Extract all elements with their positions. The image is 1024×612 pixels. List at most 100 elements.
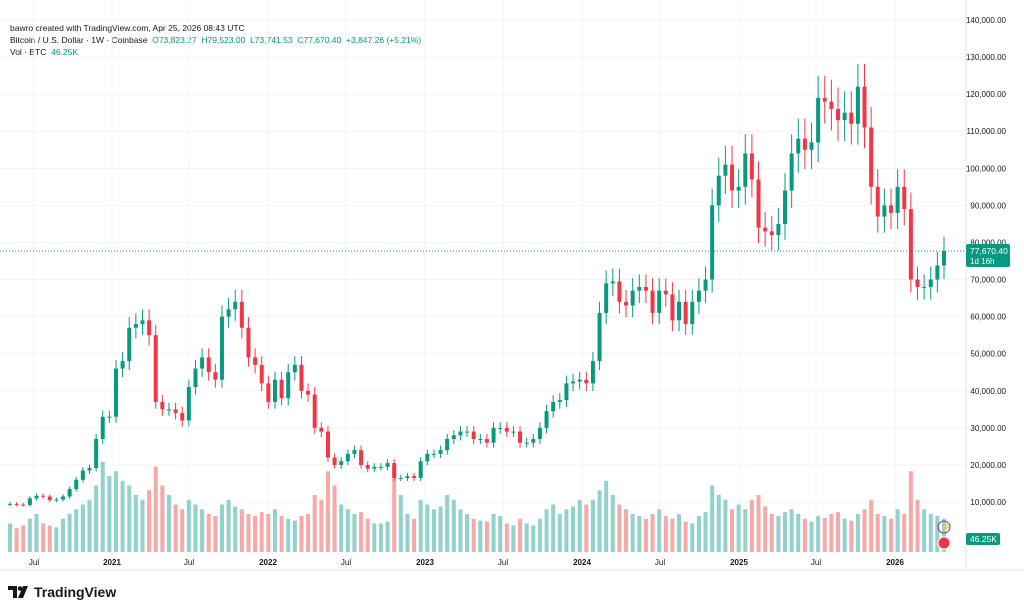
volume-bar [498,515,503,552]
volume-bar [895,509,900,552]
volume-badge-value: 46.25K [970,534,997,544]
symbol-title: Bitcoin / U.S. Dollar · 1W · Coinbase [10,35,148,45]
volume-bar [836,512,841,552]
volume-bar [458,509,463,552]
volume-bar [312,495,317,552]
volume-bar [849,520,854,552]
candle-body [359,450,364,465]
us-flag-event-icon[interactable] [937,536,951,550]
volume-bar [445,495,450,552]
y-tick-label: 100,000.00 [966,164,1007,173]
volume-bar [94,485,99,552]
volume-bar [544,509,549,552]
volume-bar [478,520,483,552]
candle-body [511,431,516,433]
candle-body [478,439,483,441]
volume-bar [306,514,311,552]
volume-bar [643,518,648,552]
volume-bar [239,509,244,552]
volume-bar [723,499,728,552]
y-tick-label: 70,000.00 [970,276,1006,285]
candle-body [855,86,860,124]
tradingview-logo[interactable]: TradingView [8,584,116,600]
candle-body [915,279,920,287]
volume-bar [902,514,907,552]
volume-bar [842,518,847,552]
volume-bar [816,515,821,552]
volume-value: 46.25K [51,47,79,57]
candle-body [339,461,344,465]
candle-body [816,97,821,143]
y-tick-label: 40,000.00 [970,387,1006,396]
volume-bar [551,504,556,552]
volume-bar [630,514,635,552]
volume-bar [272,509,277,552]
logo-text: TradingView [34,584,117,600]
x-tick-label: Jul [184,558,194,567]
volume-bar [537,518,542,552]
candle-body [259,364,264,384]
volume-bar [352,514,357,552]
volume-bar [730,509,735,552]
volume-bar [451,499,456,552]
candle-body [27,498,32,506]
x-tick-label: 2023 [416,558,434,567]
candle-body [590,361,595,384]
y-tick-label: 120,000.00 [966,90,1007,99]
candle-body [306,390,311,395]
volume-bar [557,514,562,552]
candle-body [365,464,370,469]
volume-bar [889,518,894,552]
volume-bar [915,499,920,552]
candle-body [504,427,509,432]
candle-body [147,320,152,336]
volume-bar [617,504,622,552]
volume-bar [60,518,65,552]
volume-bar [696,515,701,552]
volume-bar [796,514,801,552]
candle-body [213,372,218,380]
candle-body [180,413,185,421]
candle-body [849,112,854,124]
candle-body [279,379,284,399]
volume-bar [127,485,132,552]
candle-body [763,227,768,232]
volume-bar [571,506,576,552]
volume-bar [385,521,390,552]
candle-body [730,164,735,191]
lightning-event-icon[interactable] [937,520,951,534]
x-tick-label: Jul [498,558,508,567]
candle-body [809,142,814,150]
volume-bar [670,518,675,552]
candle-body [47,496,52,501]
candle-body [889,205,894,213]
candle-body [133,324,138,328]
volume-bar [253,515,258,552]
volume-bar [590,499,595,552]
candle-body [266,383,271,402]
volume-bar [749,499,754,552]
candle-body [431,453,436,455]
candle-body [226,309,231,317]
candle-body [551,401,556,412]
volume-bar [650,514,655,552]
candle-body [233,301,238,310]
y-tick-label: 80,000.00 [970,238,1006,247]
volume-bar [776,515,781,552]
volume-bar [743,509,748,552]
volume-bar [783,512,788,552]
candle-body [908,209,913,280]
x-tick-label: 2025 [730,558,748,567]
close-value: C77,670.40 [297,35,342,45]
y-tick-label: 90,000.00 [970,201,1006,210]
candle-body [677,301,682,321]
lightning-glyph: ⚡ [941,522,951,532]
volume-bar [299,515,304,552]
y-tick-label: 130,000.00 [966,53,1007,62]
volume-bar [246,514,251,552]
volume-bar [107,476,112,552]
candle-body [518,431,523,443]
volume-bar [345,509,350,552]
candle-body [544,411,549,428]
